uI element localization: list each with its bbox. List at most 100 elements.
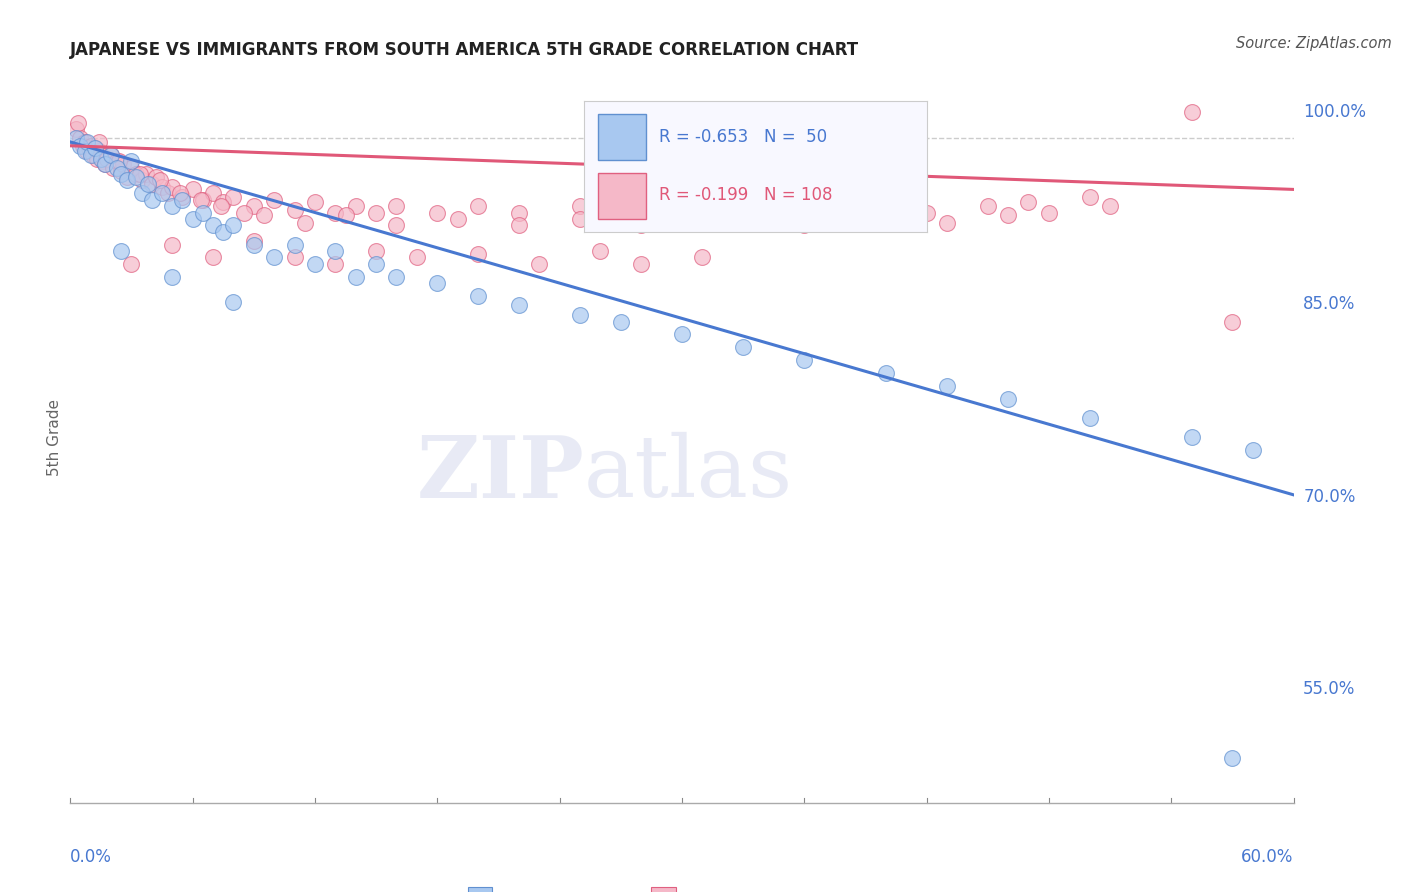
Point <box>508 205 530 219</box>
Point <box>630 219 652 233</box>
Point <box>172 193 194 207</box>
Point <box>936 378 959 392</box>
Point <box>82 148 104 162</box>
Point <box>108 154 131 169</box>
Point <box>304 257 326 271</box>
Point <box>366 205 388 219</box>
Point <box>202 186 225 201</box>
Point <box>91 154 114 169</box>
Point <box>117 173 139 187</box>
Point <box>671 327 693 342</box>
Point <box>162 237 183 252</box>
Point <box>112 157 135 171</box>
Point <box>162 199 183 213</box>
Point <box>69 131 91 145</box>
Point <box>202 219 225 233</box>
Point <box>467 246 489 260</box>
Point <box>191 193 214 207</box>
Point <box>467 289 489 303</box>
Point <box>406 251 429 265</box>
Point <box>73 144 96 158</box>
Point <box>124 167 146 181</box>
Point <box>1181 105 1204 120</box>
Y-axis label: 5th Grade: 5th Grade <box>46 399 62 475</box>
Point <box>172 190 194 204</box>
Point <box>294 216 316 230</box>
Point <box>508 298 530 312</box>
Point <box>110 164 132 178</box>
Bar <box>651 888 676 892</box>
Point <box>243 234 266 248</box>
Text: Source: ZipAtlas.com: Source: ZipAtlas.com <box>1236 36 1392 51</box>
Point <box>1220 315 1243 329</box>
Point <box>253 208 276 222</box>
Point <box>212 195 235 210</box>
Point <box>141 178 163 192</box>
Point <box>426 205 449 219</box>
Point <box>630 257 652 271</box>
Point <box>1078 190 1101 204</box>
Point <box>323 205 347 219</box>
Point <box>671 199 693 213</box>
Point <box>385 199 408 213</box>
Point <box>610 205 633 219</box>
Point <box>128 167 150 181</box>
Point <box>568 211 592 226</box>
Point <box>77 141 100 155</box>
Point <box>135 167 157 181</box>
Point <box>284 251 307 265</box>
Point <box>222 219 245 233</box>
Point <box>385 219 408 233</box>
Point <box>976 199 998 213</box>
Point <box>426 276 449 290</box>
Point <box>711 211 734 226</box>
Point <box>222 295 245 310</box>
Point <box>65 122 87 136</box>
Point <box>731 202 754 217</box>
Point <box>1038 205 1060 219</box>
Point <box>834 205 856 219</box>
Point <box>150 179 173 194</box>
Point <box>131 186 153 201</box>
Point <box>157 186 180 201</box>
Point <box>191 205 214 219</box>
Point <box>181 211 204 226</box>
Point <box>997 392 1019 406</box>
Point <box>773 199 796 213</box>
Point <box>105 161 128 175</box>
Point <box>79 148 103 162</box>
Point <box>110 244 132 258</box>
Point <box>855 211 877 226</box>
Point <box>162 269 183 284</box>
Text: 0.0%: 0.0% <box>70 847 112 866</box>
Point <box>67 116 90 130</box>
Point <box>263 251 285 265</box>
Point <box>83 141 105 155</box>
Point <box>101 161 124 175</box>
Point <box>1220 751 1243 765</box>
Point <box>335 208 357 222</box>
Point <box>508 219 530 233</box>
Text: ZIP: ZIP <box>416 432 583 516</box>
Point <box>73 135 96 149</box>
Point <box>243 199 266 213</box>
Point <box>94 157 117 171</box>
Text: JAPANESE VS IMMIGRANTS FROM SOUTH AMERICA 5TH GRADE CORRELATION CHART: JAPANESE VS IMMIGRANTS FROM SOUTH AMERIC… <box>70 41 859 59</box>
Point <box>212 225 235 239</box>
Point <box>529 257 551 271</box>
Point <box>263 193 285 207</box>
Point <box>87 135 110 149</box>
Point <box>344 269 367 284</box>
Point <box>232 205 254 219</box>
Point <box>69 138 91 153</box>
Point <box>110 167 132 181</box>
Point <box>181 182 204 196</box>
Point <box>76 144 98 158</box>
Point <box>150 186 173 201</box>
Point <box>124 169 146 184</box>
Point <box>136 178 159 192</box>
Point <box>875 199 897 213</box>
Point <box>90 148 112 162</box>
Point <box>467 199 489 213</box>
Point <box>209 199 232 213</box>
